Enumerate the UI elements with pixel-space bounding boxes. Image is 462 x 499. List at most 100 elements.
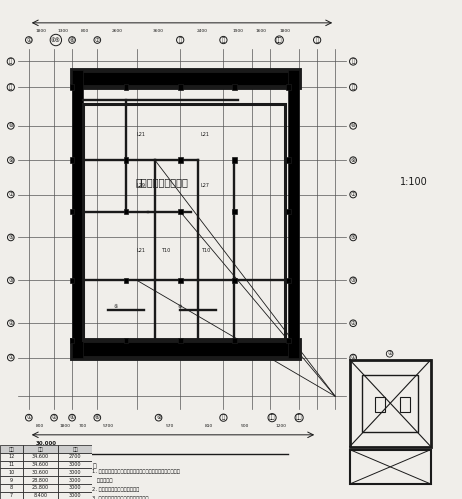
- Text: ②: ②: [387, 351, 392, 356]
- Text: 11: 11: [8, 462, 15, 467]
- Bar: [58, 476, 92, 484]
- Text: 标高以上。: 标高以上。: [92, 478, 113, 483]
- Text: ⑥: ⑥: [95, 415, 100, 420]
- Bar: [286, 338, 291, 343]
- Bar: [70, 84, 74, 90]
- Text: ⑩: ⑩: [178, 303, 182, 308]
- Bar: [350, 450, 431, 484]
- Bar: [286, 157, 291, 163]
- Text: ③: ③: [8, 278, 13, 283]
- Bar: [124, 277, 128, 283]
- Bar: [23, 492, 58, 499]
- Bar: [58, 453, 92, 461]
- Bar: [0, 461, 23, 469]
- Bar: [23, 453, 58, 461]
- Bar: [0, 445, 23, 453]
- Text: 570: 570: [165, 424, 174, 428]
- Text: ⑤: ⑤: [113, 303, 117, 308]
- Text: 800: 800: [36, 424, 44, 428]
- Bar: [232, 209, 237, 215]
- Bar: [178, 157, 182, 163]
- Bar: [178, 209, 182, 215]
- Bar: [286, 209, 291, 215]
- Bar: [232, 84, 237, 90]
- Bar: [23, 461, 58, 469]
- Text: 1200: 1200: [275, 424, 286, 428]
- Bar: [124, 84, 128, 90]
- Bar: [83, 104, 285, 340]
- Bar: [350, 360, 431, 447]
- Text: ①: ①: [26, 415, 31, 420]
- Bar: [232, 157, 237, 163]
- Bar: [70, 338, 74, 343]
- Text: ⑩: ⑩: [351, 123, 356, 128]
- Text: ⑭⑮: ⑭⑮: [269, 415, 275, 421]
- Bar: [232, 338, 237, 343]
- Bar: [124, 157, 128, 163]
- Text: 3. 详细见平立面图纸的钢筋构造做法。: 3. 详细见平立面图纸的钢筋构造做法。: [92, 496, 149, 499]
- Text: 34.600: 34.600: [32, 454, 49, 459]
- Text: 注: 注: [92, 463, 96, 469]
- Bar: [0, 453, 23, 461]
- Text: ⑪: ⑪: [178, 37, 182, 43]
- Text: ⑫: ⑫: [352, 84, 355, 90]
- Text: ①: ①: [8, 355, 13, 360]
- Text: ③: ③: [351, 278, 356, 283]
- Text: 7: 7: [10, 493, 13, 498]
- Text: T10: T10: [161, 248, 170, 253]
- Text: ④⑤: ④⑤: [51, 37, 61, 42]
- Bar: [0, 469, 23, 476]
- Text: ⑦: ⑦: [8, 192, 13, 197]
- Bar: [58, 484, 92, 492]
- Text: 12: 12: [8, 454, 15, 459]
- Bar: [23, 445, 58, 453]
- Text: 8.400: 8.400: [34, 493, 48, 498]
- Bar: [286, 277, 291, 283]
- Text: 500: 500: [241, 424, 249, 428]
- Text: 1300: 1300: [58, 29, 68, 33]
- Text: 5700: 5700: [103, 424, 114, 428]
- Text: ⑦: ⑦: [351, 192, 356, 197]
- Bar: [72, 70, 299, 87]
- Text: 28.800: 28.800: [32, 478, 49, 483]
- Text: ①: ①: [351, 355, 356, 360]
- Text: 3600: 3600: [153, 29, 164, 33]
- Bar: [58, 469, 92, 476]
- Text: ⑤: ⑤: [351, 235, 356, 240]
- Bar: [178, 338, 182, 343]
- Text: 30.600: 30.600: [32, 470, 49, 475]
- Text: 1. 本图纸所有尺寸以毫米为单位，标高以米为单位，图中标注: 1. 本图纸所有尺寸以毫米为单位，标高以米为单位，图中标注: [92, 469, 180, 474]
- Bar: [400, 397, 410, 412]
- Bar: [72, 70, 83, 358]
- Text: ⑤: ⑤: [8, 235, 13, 240]
- Text: 1600: 1600: [256, 29, 267, 33]
- Bar: [0, 492, 23, 499]
- Text: 1900: 1900: [232, 29, 243, 33]
- Text: ⑫: ⑫: [9, 84, 12, 90]
- Bar: [178, 84, 182, 90]
- Bar: [70, 157, 74, 163]
- Text: 3000: 3000: [69, 493, 82, 498]
- Text: L21: L21: [201, 132, 210, 137]
- Text: ⑫: ⑫: [222, 415, 225, 421]
- Text: 810: 810: [205, 424, 213, 428]
- Text: 地下室顶板结构平面: 地下室顶板结构平面: [135, 177, 188, 187]
- Text: L21: L21: [136, 132, 145, 137]
- Text: ②: ②: [52, 415, 56, 420]
- Bar: [232, 277, 237, 283]
- Text: ⑬: ⑬: [9, 59, 12, 64]
- Text: 1800: 1800: [279, 29, 290, 33]
- Bar: [375, 397, 385, 412]
- Bar: [23, 484, 58, 492]
- Text: ⑰: ⑰: [316, 37, 319, 43]
- Bar: [70, 209, 74, 215]
- Bar: [23, 469, 58, 476]
- Text: T10: T10: [201, 248, 210, 253]
- Bar: [72, 340, 299, 358]
- Text: ⑬⑮: ⑬⑮: [276, 37, 283, 43]
- Text: ②: ②: [8, 321, 13, 326]
- Text: 700: 700: [79, 424, 87, 428]
- Text: 9: 9: [10, 478, 13, 483]
- Text: 2600: 2600: [112, 29, 122, 33]
- Text: ⑫: ⑫: [222, 37, 225, 43]
